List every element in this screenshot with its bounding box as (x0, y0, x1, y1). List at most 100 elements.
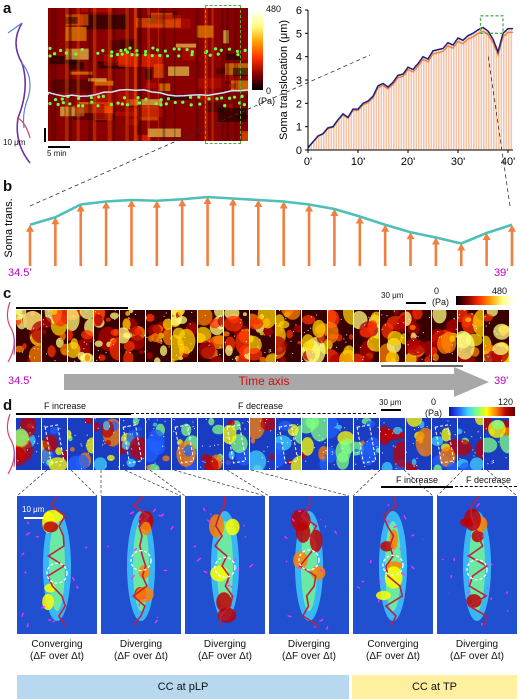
chart-a-bar (493, 39, 495, 150)
chart-b-arrowhead (330, 209, 339, 216)
chart-a-bar (403, 74, 405, 150)
heatmap-frame-d (484, 418, 509, 475)
heatmap-frame-d (68, 418, 93, 475)
chart-a-bar (355, 109, 358, 150)
time-axis-arrow (64, 367, 489, 397)
heatmap-frame-d (380, 418, 405, 475)
chart-b-arrowhead (406, 232, 415, 240)
colorbar-c-max: 480 (492, 286, 508, 296)
chart-a-bar (340, 116, 343, 150)
chart-b-arrowhead (203, 197, 212, 204)
chart-b-arrowhead (431, 237, 440, 245)
heatmap-frame-c (198, 310, 223, 367)
heatmap-frame-c (42, 310, 67, 367)
chart-a-bar (480, 28, 483, 151)
scalebar-a-x-label: 5 min (47, 149, 67, 158)
chart-b-arrowhead (127, 200, 136, 207)
heatmap-frame-d (458, 418, 483, 475)
cc-tp-bar: CC at TP (352, 675, 517, 699)
chart-a-bar (335, 123, 338, 150)
chart-a-bar (490, 35, 493, 151)
chart-a-bar (318, 136, 320, 150)
chart-a-ytick: 0 (296, 145, 302, 157)
zoom-caption: Diverging (ΔF over Δt) (269, 639, 349, 663)
heatmap-frame-d (94, 418, 119, 475)
chart-a-bar (343, 113, 345, 150)
zoomed-force-map (185, 495, 265, 639)
panel-c-top-bar (16, 307, 128, 309)
chart-a-bar (460, 39, 463, 150)
heatmap-frame-d (172, 418, 197, 475)
zoom-caption-line1: Diverging (119, 639, 163, 650)
heatmap-frame-d (198, 418, 223, 475)
chart-a-bar (438, 49, 440, 150)
chart-a-bar (408, 67, 410, 150)
chart-a-ytick: 6 (296, 5, 302, 17)
heatmap-frame-c (172, 310, 197, 367)
heatmap-frames-d (16, 418, 509, 475)
soma-trans-bar-chart: Soma trans. (3, 195, 516, 266)
chart-a-bar (333, 126, 335, 150)
f-increase-bar (16, 413, 131, 415)
chart-a-highlight-box (479, 15, 504, 34)
chart-b-arrowhead (102, 201, 111, 209)
chart-a-bar (400, 74, 403, 150)
panel-c-bottom-bar (381, 365, 463, 367)
zoom-scalebar-label: 10 μm (22, 505, 45, 514)
chart-a-bar (475, 31, 478, 150)
chart-a-xtick: 30' (451, 156, 465, 168)
chart-a-ylabel: Soma translocation (μm) (278, 20, 290, 140)
panel-label-b: b (3, 178, 13, 195)
chart-a-ytick: 5 (296, 28, 302, 40)
zoomed-force-map (101, 495, 181, 639)
f-decrease-label-2: F decrease (466, 475, 512, 485)
chart-b-arrowhead (381, 224, 390, 232)
scalebar-vertical-a (44, 128, 46, 142)
colorbar-d-unit: (Pa) (425, 408, 443, 418)
chart-a-bar (483, 27, 485, 150)
chart-a-bar (433, 50, 435, 151)
chart-a-bar (508, 28, 510, 151)
chart-a-bar (353, 109, 355, 150)
chart-a-bar (453, 45, 455, 150)
zoom-caption: Diverging (ΔF over Δt) (437, 639, 517, 663)
panel-b-end-time: 39' (494, 267, 509, 279)
zoom-caption-line1: Diverging (203, 639, 247, 650)
colorbar-c (456, 296, 514, 305)
scalebar-d-label: 30 μm (379, 398, 402, 407)
chart-b-arrowhead (76, 204, 85, 212)
zoomed-force-map (269, 495, 349, 639)
zoomed-force-map (17, 495, 97, 639)
neuron-trace-d (6, 413, 16, 475)
panel-c-start-time: 34.5' (8, 375, 32, 387)
chart-a-bar (498, 52, 500, 150)
chart-a-bar (325, 130, 328, 150)
heatmap-frame-c (120, 310, 145, 367)
f-decrease-label: F decrease (238, 401, 284, 411)
chart-a-bar (410, 68, 413, 150)
heatmap-frame-c (458, 310, 483, 367)
chart-a-bar (510, 28, 513, 151)
zoom-captions: Converging (ΔF over Δt) Diverging (ΔF over … (17, 639, 517, 669)
chart-a-bar (495, 45, 498, 151)
chart-a-bar (418, 63, 420, 150)
chart-a-xtick: 20' (401, 156, 415, 168)
zoom-scalebar (24, 517, 44, 519)
chart-a-bar (398, 75, 400, 150)
chart-a-bar (470, 34, 473, 150)
chart-b-arrowhead (51, 217, 60, 225)
heatmap-frame-d (120, 418, 145, 475)
chart-a-bar (415, 66, 418, 150)
heatmap-frame-c (224, 310, 249, 367)
zoom-caption: Converging (ΔF over Δt) (17, 639, 97, 663)
panel-label-d: d (3, 397, 13, 414)
chart-a-bar (443, 48, 445, 150)
heatmap-frame-c (406, 310, 431, 367)
heatmap-frame-c (250, 310, 275, 367)
zoom-caption-line2: (ΔF over Δt) (366, 651, 420, 662)
chart-b-arrowhead (178, 199, 187, 207)
chart-a-bar (385, 85, 388, 150)
chart-a-bar (388, 87, 390, 150)
heatmap-frame-c (276, 310, 301, 367)
heatmap-frame-c (16, 310, 41, 367)
